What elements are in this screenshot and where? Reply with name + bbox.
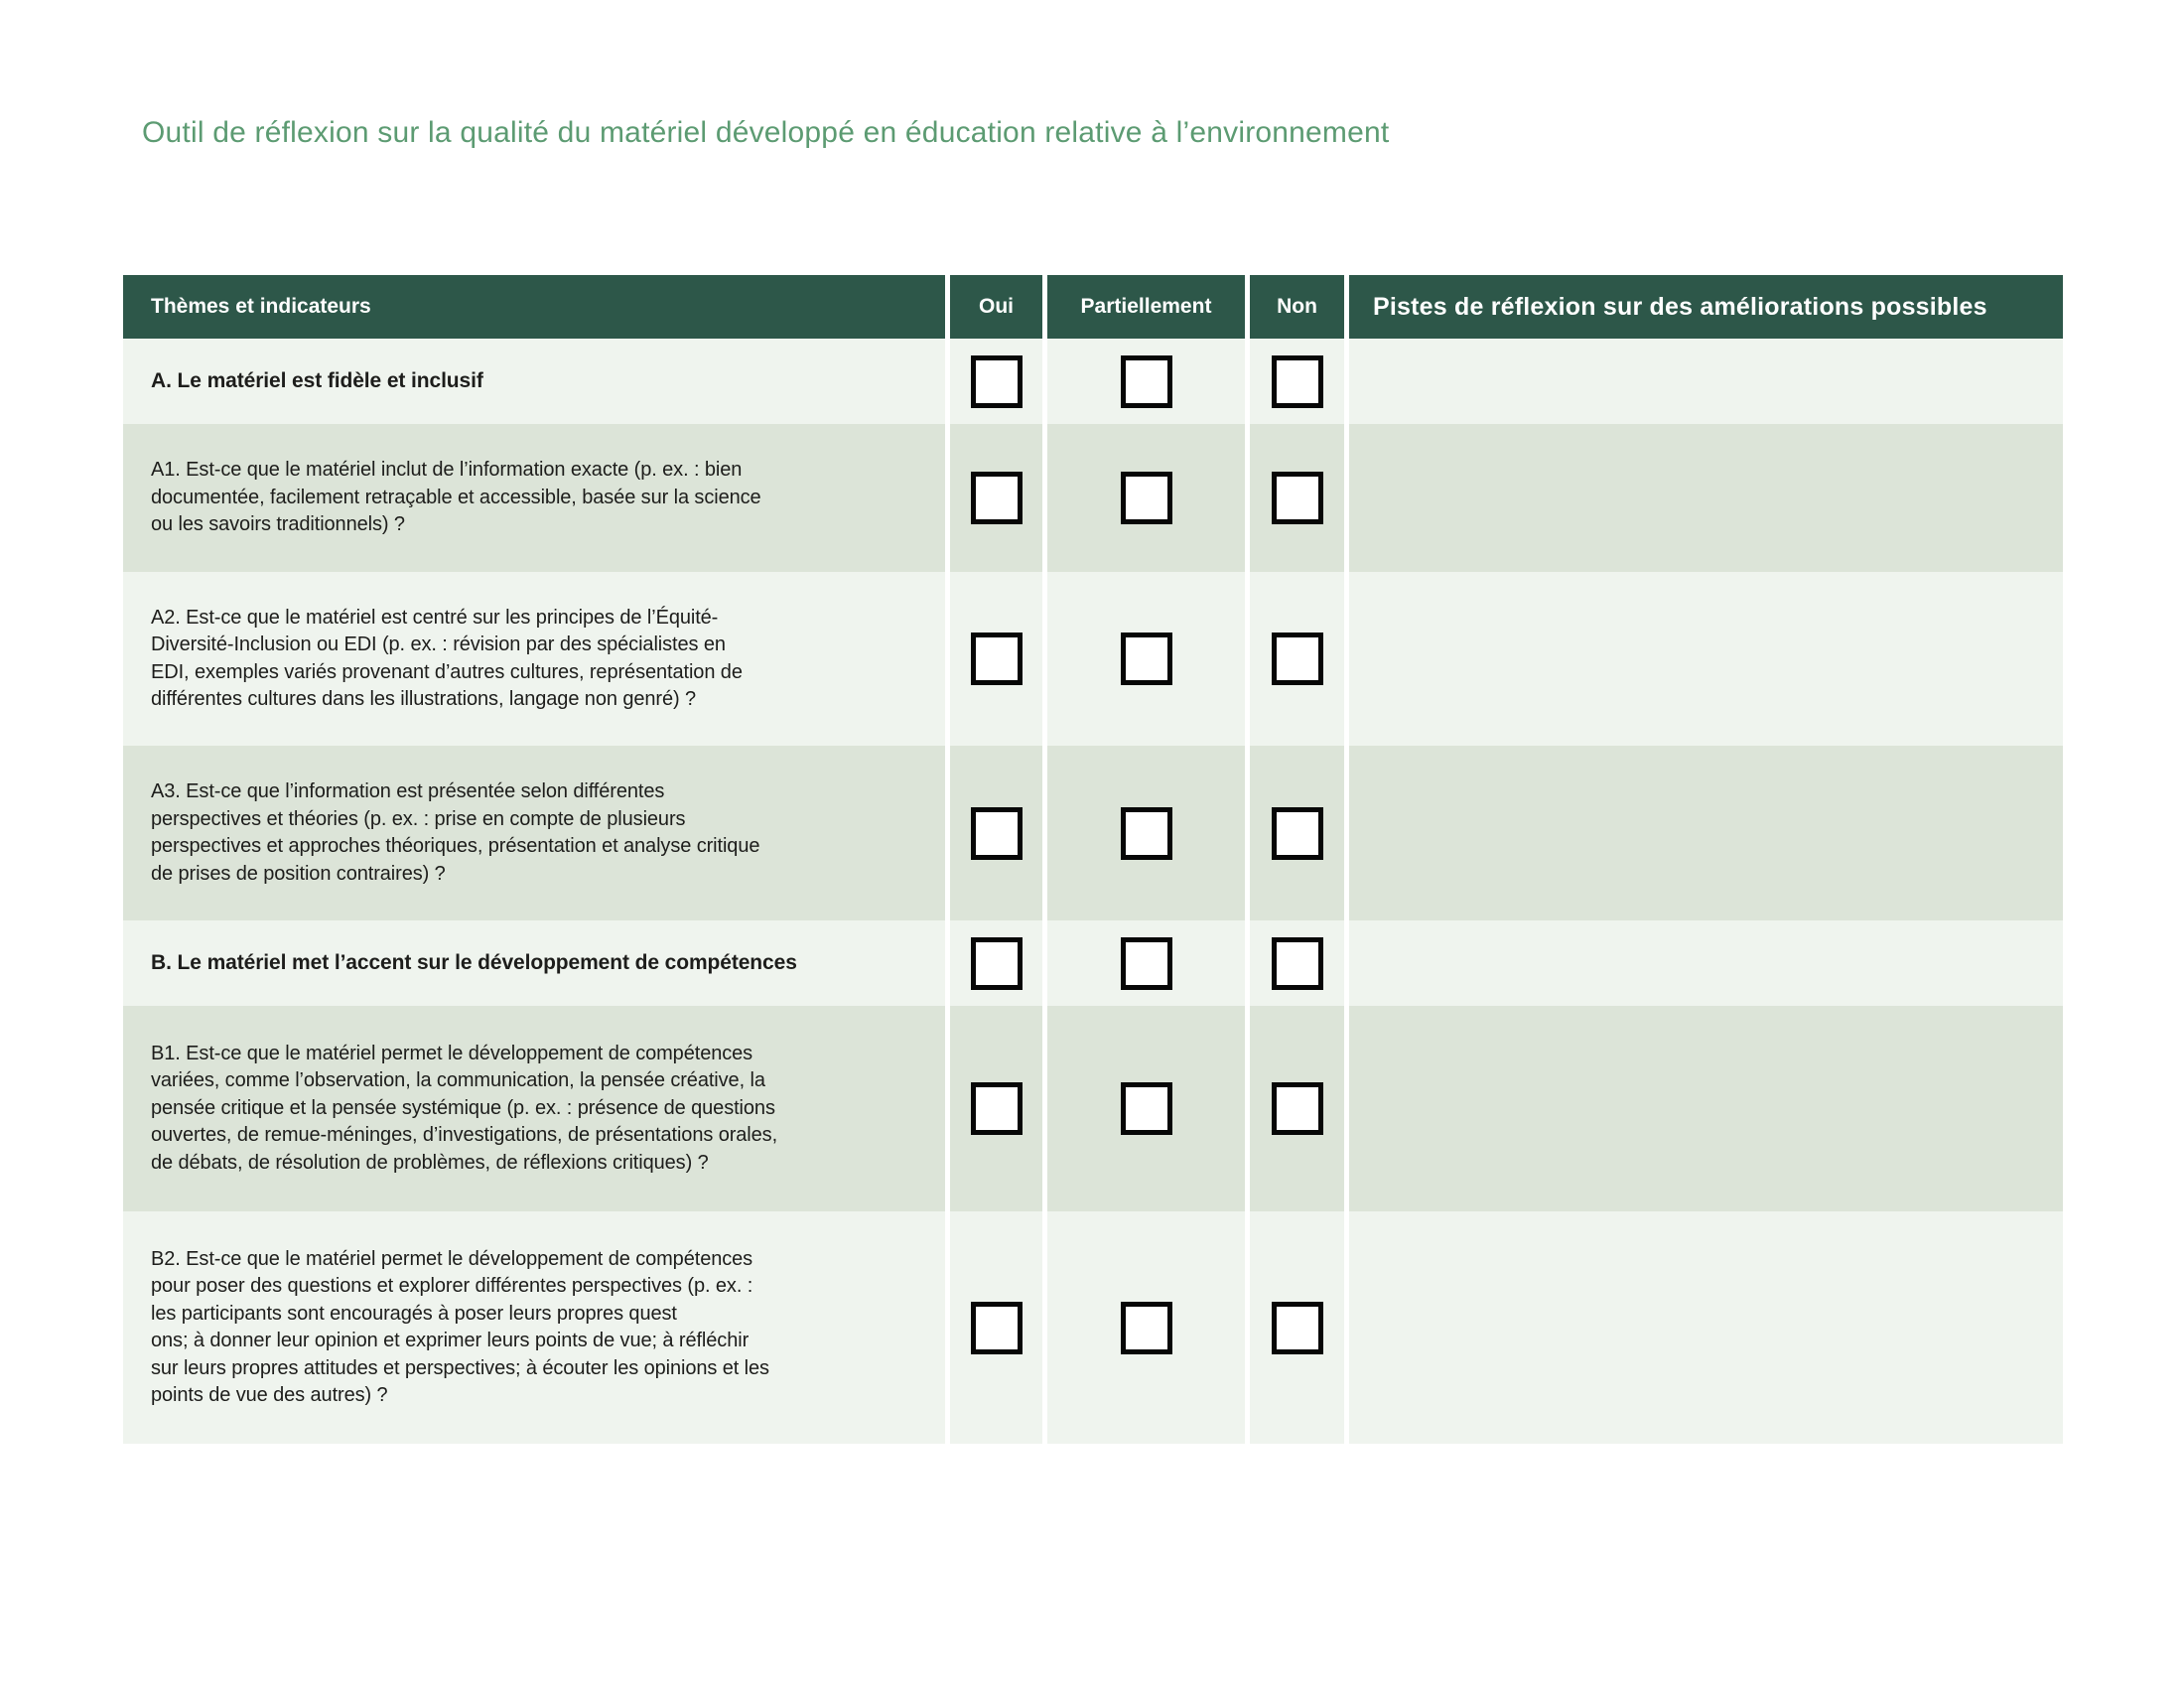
checkbox-partiellement-a[interactable]	[1120, 354, 1172, 408]
cell-oui-a2	[950, 572, 1042, 746]
cell-non-b2	[1250, 1211, 1344, 1444]
pistes-cell-b1[interactable]	[1349, 1006, 2063, 1211]
cell-non-a1	[1250, 424, 1344, 572]
checkbox-non-b2[interactable]	[1271, 1301, 1323, 1354]
section-row-a: A. Le matériel est fidèle et inclusif	[123, 339, 2063, 424]
section-row-b: B. Le matériel met l’accent sur le dével…	[123, 920, 2063, 1006]
question-row-b2: B2. Est-ce que le matériel permet le dév…	[123, 1211, 2063, 1444]
cell-partiellement-b1	[1047, 1006, 1245, 1211]
column-header-non: Non	[1250, 275, 1344, 339]
row-label-b2: B2. Est-ce que le matériel permet le dév…	[123, 1211, 945, 1444]
checkbox-non-a[interactable]	[1271, 354, 1323, 408]
row-label-a3: A3. Est-ce que l’information est présent…	[123, 746, 945, 920]
checkbox-non-b1[interactable]	[1271, 1082, 1323, 1135]
pistes-cell-a[interactable]	[1349, 339, 2063, 424]
cell-partiellement-b	[1047, 920, 1245, 1006]
table-header-row: Thèmes et indicateurs Oui Partiellement …	[123, 275, 2063, 339]
column-header-pistes: Pistes de réflexion sur des amélioration…	[1349, 275, 2063, 339]
row-label-a1: A1. Est-ce que le matériel inclut de l’i…	[123, 424, 945, 572]
checkbox-oui-a2[interactable]	[970, 633, 1023, 685]
cell-oui-b	[950, 920, 1042, 1006]
question-row-a3: A3. Est-ce que l’information est présent…	[123, 746, 2063, 920]
pistes-cell-b2[interactable]	[1349, 1211, 2063, 1444]
checkbox-partiellement-a2[interactable]	[1120, 633, 1172, 685]
checkbox-oui-a1[interactable]	[970, 472, 1023, 524]
pistes-cell-a3[interactable]	[1349, 746, 2063, 920]
checkbox-oui-b1[interactable]	[970, 1082, 1023, 1135]
column-header-oui: Oui	[950, 275, 1042, 339]
cell-oui-a	[950, 339, 1042, 424]
cell-non-a3	[1250, 746, 1344, 920]
checkbox-oui-a3[interactable]	[970, 806, 1023, 860]
checkbox-partiellement-a3[interactable]	[1120, 806, 1172, 860]
cell-non-b	[1250, 920, 1344, 1006]
checkbox-partiellement-b2[interactable]	[1120, 1301, 1172, 1354]
cell-oui-b1	[950, 1006, 1042, 1211]
question-row-a1: A1. Est-ce que le matériel inclut de l’i…	[123, 424, 2063, 572]
cell-non-a	[1250, 339, 1344, 424]
row-label-b1: B1. Est-ce que le matériel permet le dév…	[123, 1006, 945, 1211]
checkbox-non-a2[interactable]	[1271, 633, 1323, 685]
cell-non-b1	[1250, 1006, 1344, 1211]
pistes-cell-a2[interactable]	[1349, 572, 2063, 746]
table-body: A. Le matériel est fidèle et inclusif A1.…	[123, 339, 2063, 1444]
cell-oui-b2	[950, 1211, 1042, 1444]
question-row-a2: A2. Est-ce que le matériel est centré su…	[123, 572, 2063, 746]
cell-partiellement-a3	[1047, 746, 1245, 920]
row-label-a: A. Le matériel est fidèle et inclusif	[123, 339, 945, 424]
checkbox-oui-b2[interactable]	[970, 1301, 1023, 1354]
column-header-partiellement: Partiellement	[1047, 275, 1245, 339]
cell-partiellement-a	[1047, 339, 1245, 424]
pistes-cell-a1[interactable]	[1349, 424, 2063, 572]
cell-oui-a3	[950, 746, 1042, 920]
cell-non-a2	[1250, 572, 1344, 746]
checkbox-partiellement-b[interactable]	[1120, 936, 1172, 990]
reflection-table: Thèmes et indicateurs Oui Partiellement …	[123, 275, 2063, 1444]
column-header-themes: Thèmes et indicateurs	[123, 275, 945, 339]
pistes-cell-b[interactable]	[1349, 920, 2063, 1006]
row-label-a2: A2. Est-ce que le matériel est centré su…	[123, 572, 945, 746]
cell-partiellement-a2	[1047, 572, 1245, 746]
checkbox-non-a1[interactable]	[1271, 472, 1323, 524]
checkbox-non-a3[interactable]	[1271, 806, 1323, 860]
row-label-b: B. Le matériel met l’accent sur le dével…	[123, 920, 945, 1006]
checkbox-oui-a[interactable]	[970, 354, 1023, 408]
cell-oui-a1	[950, 424, 1042, 572]
question-row-b1: B1. Est-ce que le matériel permet le dév…	[123, 1006, 2063, 1211]
checkbox-partiellement-b1[interactable]	[1120, 1082, 1172, 1135]
cell-partiellement-b2	[1047, 1211, 1245, 1444]
checkbox-non-b[interactable]	[1271, 936, 1323, 990]
cell-partiellement-a1	[1047, 424, 1245, 572]
checkbox-partiellement-a1[interactable]	[1120, 472, 1172, 524]
page-title: Outil de réflexion sur la qualité du mat…	[142, 116, 1390, 149]
checkbox-oui-b[interactable]	[970, 936, 1023, 990]
